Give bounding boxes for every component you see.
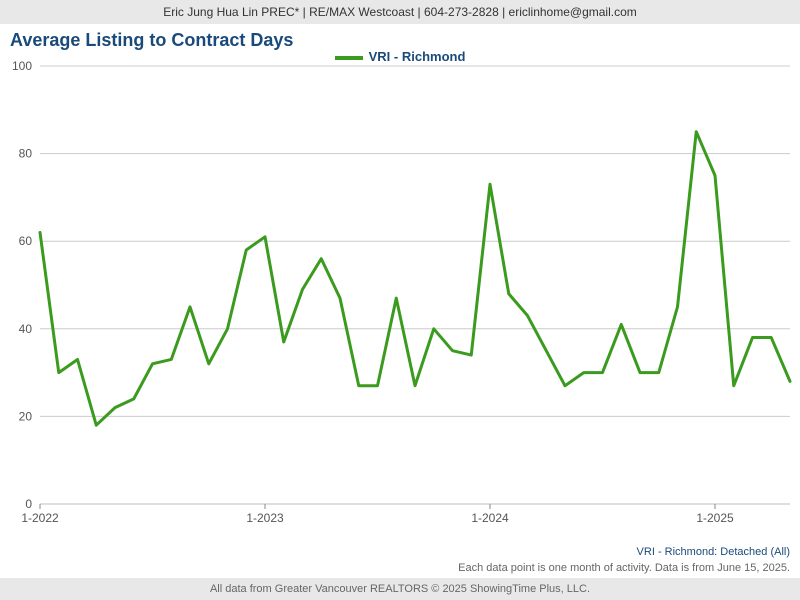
footer-subtype: VRI - Richmond: Detached (All) [637,546,790,558]
svg-text:20: 20 [19,409,33,423]
svg-text:80: 80 [19,147,33,161]
footer-attribution-bar: All data from Greater Vancouver REALTORS… [0,578,800,600]
header-bar: Eric Jung Hua Lin PREC* | RE/MAX Westcoa… [0,0,800,24]
svg-text:60: 60 [19,234,33,248]
svg-text:100: 100 [12,59,32,73]
chart-title: Average Listing to Contract Days [0,24,800,51]
chart-svg: 0 20 40 60 80 100 1-2022 1-2023 1-2024 1-2025 [0,54,800,544]
svg-text:1-2025: 1-2025 [696,511,734,525]
svg-text:40: 40 [19,322,33,336]
header-text: Eric Jung Hua Lin PREC* | RE/MAX Westcoa… [163,5,637,19]
svg-text:1-2023: 1-2023 [246,511,284,525]
chart-area: 0 20 40 60 80 100 1-2022 1-2023 1-2024 1-2025 [0,54,800,544]
footer-note: Each data point is one month of activity… [458,562,790,574]
svg-text:1-2024: 1-2024 [471,511,509,525]
footer-attribution: All data from Greater Vancouver REALTORS… [210,583,590,595]
svg-text:0: 0 [25,497,32,511]
svg-text:1-2022: 1-2022 [21,511,59,525]
